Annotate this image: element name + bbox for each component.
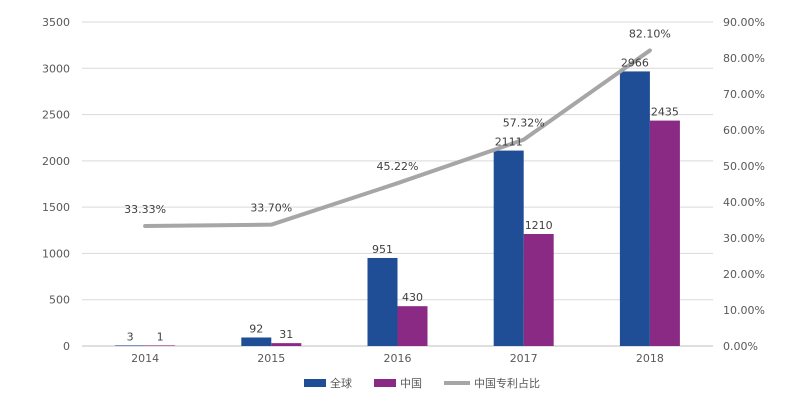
bar-data-label: 1210 (525, 219, 553, 232)
bar-data-label: 2435 (651, 106, 679, 119)
left-tick-label: 3500 (42, 16, 70, 29)
left-tick-label: 1000 (42, 247, 70, 260)
bar-data-label: 3 (127, 330, 134, 343)
left-tick-label: 1500 (42, 201, 70, 214)
right-tick-label: 20.00% (723, 268, 765, 281)
x-tick-label: 2015 (257, 352, 285, 365)
bar (367, 257, 398, 346)
x-axis-ticks: 2014 2015 2016 2017 2018 (131, 352, 664, 365)
right-tick-label: 0.00% (723, 340, 758, 353)
gridlines (82, 21, 713, 347)
bar (115, 345, 146, 346)
bar (493, 150, 524, 346)
right-tick-label: 80.00% (723, 52, 765, 65)
left-tick-label: 0 (63, 340, 70, 353)
bar (397, 306, 428, 346)
right-tick-label: 10.00% (723, 304, 765, 317)
data-labels: 3 92 951 2111 2966 1 31 430 1210 2435 33.33% 33.70%… (124, 27, 679, 343)
line-series (143, 48, 652, 229)
left-tick-label: 500 (49, 294, 70, 307)
bar (241, 337, 272, 346)
bar-series (115, 71, 680, 347)
legend-label: 中国 (400, 377, 422, 390)
legend-swatch (374, 379, 396, 387)
line-data-label: 57.32% (503, 117, 545, 130)
x-tick-label: 2014 (131, 352, 159, 365)
left-tick-label: 3000 (42, 62, 70, 75)
legend-swatch (304, 379, 326, 387)
right-tick-label: 90.00% (723, 16, 765, 29)
x-tick-label: 2016 (384, 352, 412, 365)
right-tick-label: 70.00% (723, 88, 765, 101)
right-tick-label: 30.00% (723, 232, 765, 245)
bar (619, 71, 650, 347)
line-data-label: 45.22% (377, 160, 419, 173)
legend-label: 全球 (330, 376, 352, 390)
left-axis-ticks: 0 500 1000 1500 2000 2500 3000 3500 (42, 16, 70, 353)
bar-data-label: 1 (157, 330, 164, 343)
line-data-label: 82.10% (629, 27, 671, 40)
bar-data-label: 2111 (495, 136, 523, 149)
x-tick-label: 2018 (636, 352, 664, 365)
bar (523, 233, 554, 346)
x-tick-label: 2017 (510, 352, 538, 365)
legend-label: 中国专利占比 (474, 376, 540, 390)
left-tick-label: 2500 (42, 109, 70, 122)
right-axis-ticks: 0.00% 10.00% 20.00% 30.00% 40.00% 50.00% 60.00… (723, 16, 765, 353)
bar-data-label: 430 (402, 291, 423, 304)
right-tick-label: 60.00% (723, 124, 765, 137)
bar-data-label: 951 (372, 243, 393, 256)
left-tick-label: 2000 (42, 155, 70, 168)
legend: 全球 中国 中国专利占比 (304, 376, 540, 390)
line-data-label: 33.33% (124, 203, 166, 216)
bar (145, 345, 176, 346)
bar-data-label: 31 (279, 328, 293, 341)
bar-data-label: 2966 (621, 56, 649, 69)
bar-data-label: 92 (249, 322, 263, 335)
bar (649, 120, 680, 347)
right-tick-label: 50.00% (723, 160, 765, 173)
line-data-label: 33.70% (250, 202, 292, 215)
share-line (143, 48, 652, 229)
bar (271, 343, 302, 346)
right-tick-label: 40.00% (723, 196, 765, 209)
